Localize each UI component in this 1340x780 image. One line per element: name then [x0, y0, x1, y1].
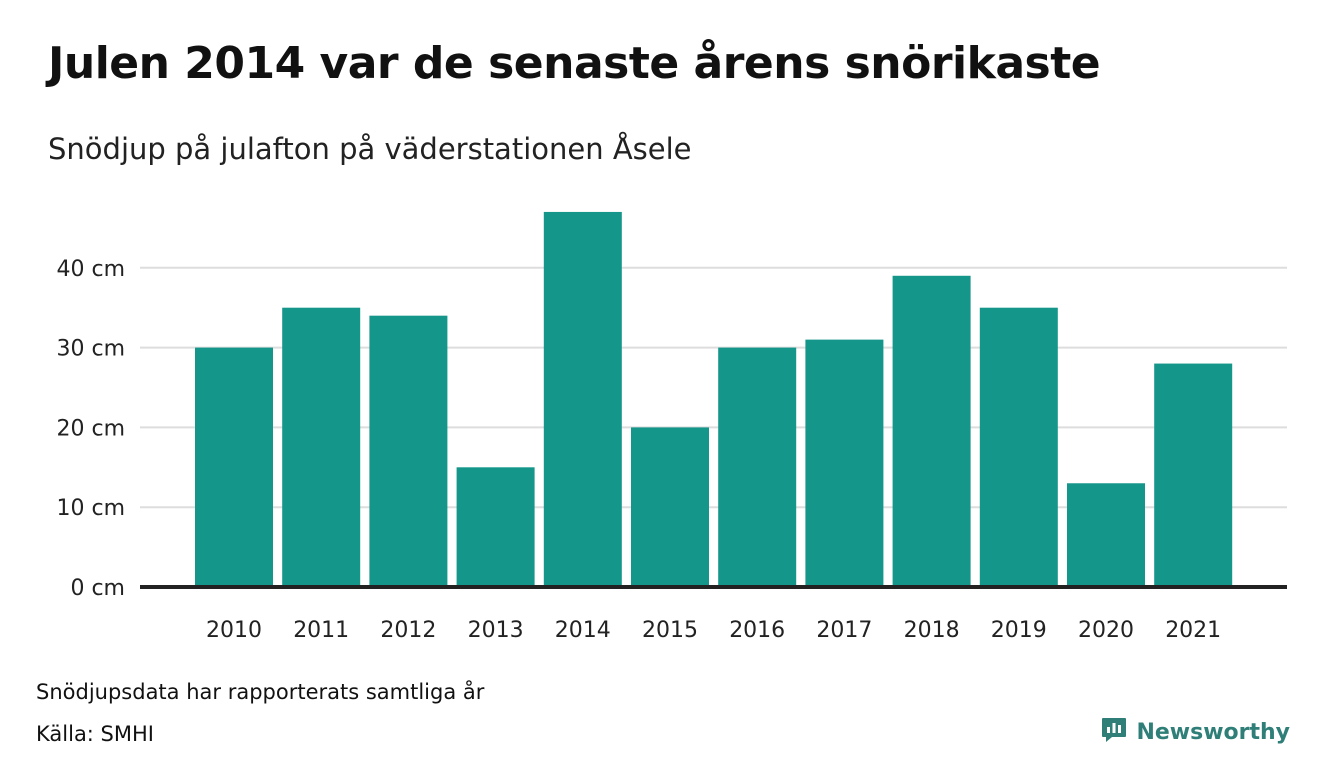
brand-label: Newsworthy	[1136, 719, 1290, 745]
x-tick-label: 2010	[206, 618, 262, 643]
y-tick-label: 0 cm	[70, 576, 125, 601]
newsworthy-brand: Newsworthy	[1100, 716, 1290, 748]
source-credit: Källa: SMHI	[36, 722, 154, 746]
bar-2016	[718, 347, 797, 587]
x-tick-label: 2019	[991, 618, 1047, 643]
y-tick-label: 40 cm	[56, 257, 125, 282]
chart-subtitle: Snödjup på julafton på väderstationen Ås…	[48, 132, 692, 166]
y-tick-label: 20 cm	[56, 416, 125, 441]
newsworthy-logo-icon	[1100, 716, 1128, 748]
x-tick-label: 2017	[816, 618, 872, 643]
x-tick-label: 2015	[642, 618, 698, 643]
x-tick-label: 2021	[1165, 618, 1221, 643]
y-tick-label: 10 cm	[56, 496, 125, 521]
bar-2011	[282, 307, 361, 587]
data-note: Snödjupsdata har rapporterats samtliga å…	[36, 680, 485, 704]
bar-2018	[892, 275, 971, 587]
x-tick-label: 2020	[1078, 618, 1134, 643]
x-tick-label: 2013	[468, 618, 524, 643]
y-tick-label: 30 cm	[56, 337, 125, 362]
bars	[195, 211, 1233, 587]
x-tick-label: 2011	[293, 618, 349, 643]
bar-2010	[195, 347, 273, 587]
chart-title: Julen 2014 var de senaste årens snörikas…	[48, 38, 1101, 89]
axes: 0 cm 10 cm 20 cm 30 cm 40 cm 2010 2011 2012 2013…	[56, 257, 1287, 643]
x-tick-label: 2016	[729, 618, 785, 643]
x-tick-label: 2018	[904, 618, 960, 643]
bar-2019	[979, 307, 1058, 587]
x-tick-label: 2014	[555, 618, 611, 643]
bar-2021	[1154, 363, 1233, 587]
bar-2012	[369, 315, 448, 587]
bar-2013	[456, 467, 535, 587]
bar-2015	[631, 427, 709, 587]
x-tick-label: 2012	[380, 618, 436, 643]
bar-2014	[543, 211, 622, 587]
bar-2020	[1067, 483, 1145, 587]
bar-2017	[805, 339, 884, 587]
